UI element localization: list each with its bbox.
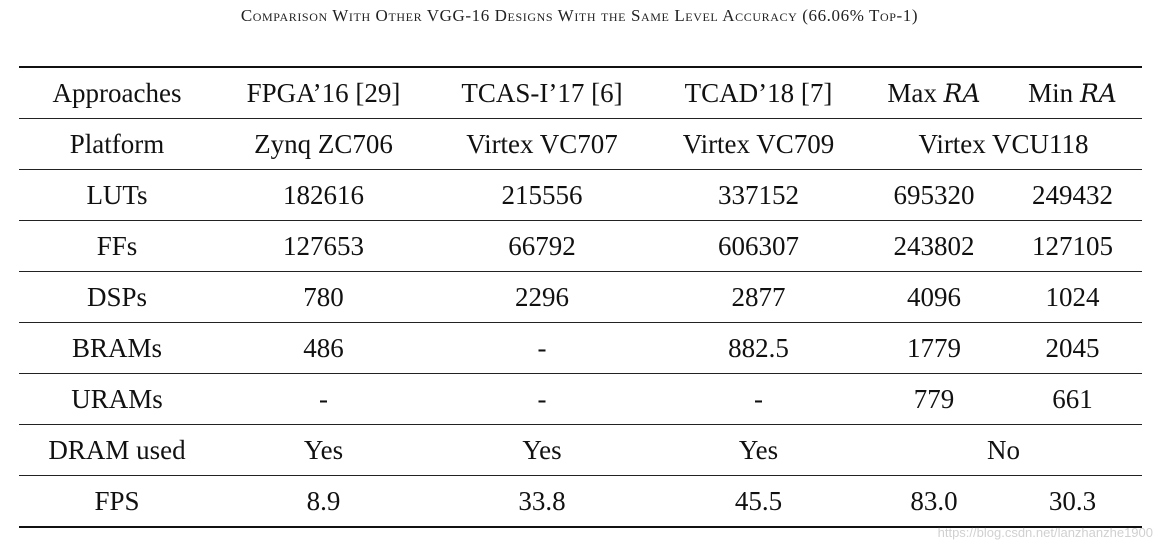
row-label: FFs [19,220,215,272]
table-cell: - [432,373,652,425]
table-cell: - [652,373,865,425]
table-cell: 2045 [1003,322,1142,374]
table-cell: 8.9 [215,475,432,528]
table-cell: 780 [215,271,432,323]
row-label: DSPs [19,271,215,323]
table-cell: 127653 [215,220,432,272]
table-row: FFs 127653 66792 606307 243802 127105 [19,220,1142,272]
table-cell: Virtex VC707 [432,118,652,170]
table-caption: Comparison With Other VGG-16 Designs Wit… [240,6,919,25]
row-label: LUTs [19,169,215,221]
table-cell: Virtex VC709 [652,118,865,170]
row-label: DRAM used [19,424,215,476]
table-cell: 486 [215,322,432,374]
header-max-ra: Max RA [865,67,1003,119]
fps-row: FPS 8.9 33.8 45.5 83.0 30.3 [19,475,1142,528]
row-label: FPS [19,475,215,528]
header-fpga16: FPGA’16 [29] [215,67,432,119]
table-cell: 243802 [865,220,1003,272]
table-cell: 695320 [865,169,1003,221]
min-prefix: Min [1028,77,1074,108]
table-row: BRAMs 486 - 882.5 1779 2045 [19,322,1142,374]
table-cell: 1779 [865,322,1003,374]
platform-row: Platform Zynq ZC706 Virtex VC707 Virtex … [19,118,1142,170]
table-cell: - [432,322,652,374]
table-cell: 66792 [432,220,652,272]
table-cell: Zynq ZC706 [215,118,432,170]
table-cell: Yes [432,424,652,476]
comparison-table: Approaches FPGA’16 [29] TCAS-I’17 [6] TC… [19,66,1142,528]
table-cell: 249432 [1003,169,1142,221]
table-cell: 337152 [652,169,865,221]
table-cell: 779 [865,373,1003,425]
table-cell: 882.5 [652,322,865,374]
max-ra-symbol: RA [943,78,981,108]
table-cell-merged: Virtex VCU118 [865,118,1142,170]
table-cell: 1024 [1003,271,1142,323]
header-row: Approaches FPGA’16 [29] TCAS-I’17 [6] TC… [19,67,1142,119]
table-cell: 2296 [432,271,652,323]
table-cell: Yes [652,424,865,476]
table-row: DSPs 780 2296 2877 4096 1024 [19,271,1142,323]
header-tcad18: TCAD’18 [7] [652,67,865,119]
table-cell: 182616 [215,169,432,221]
row-label: BRAMs [19,322,215,374]
table-row: URAMs - - - 779 661 [19,373,1142,425]
header-tcas17: TCAS-I’17 [6] [432,67,652,119]
table-cell-highlight: 83.0 [865,475,1003,528]
header-approaches: Approaches [19,67,215,119]
table-cell: Yes [215,424,432,476]
watermark-url: https://blog.csdn.net/lanzhanzhe1900 [937,525,1153,540]
table-cell: - [215,373,432,425]
table-cell: 606307 [652,220,865,272]
table-cell: 33.8 [432,475,652,528]
max-prefix: Max [887,77,937,108]
min-ra-symbol: RA [1079,78,1117,108]
table-row: LUTs 182616 215556 337152 695320 249432 [19,169,1142,221]
row-label: URAMs [19,373,215,425]
table-cell: 2877 [652,271,865,323]
table-cell: 127105 [1003,220,1142,272]
table-cell: 4096 [865,271,1003,323]
row-label: Platform [19,118,215,170]
table-cell-merged: No [865,424,1142,476]
table-cell-highlight: 30.3 [1003,475,1142,528]
table-cell: 45.5 [652,475,865,528]
table-cell: 661 [1003,373,1142,425]
table-cell: 215556 [432,169,652,221]
header-min-ra: Min RA [1003,67,1142,119]
dram-row: DRAM used Yes Yes Yes No [19,424,1142,476]
